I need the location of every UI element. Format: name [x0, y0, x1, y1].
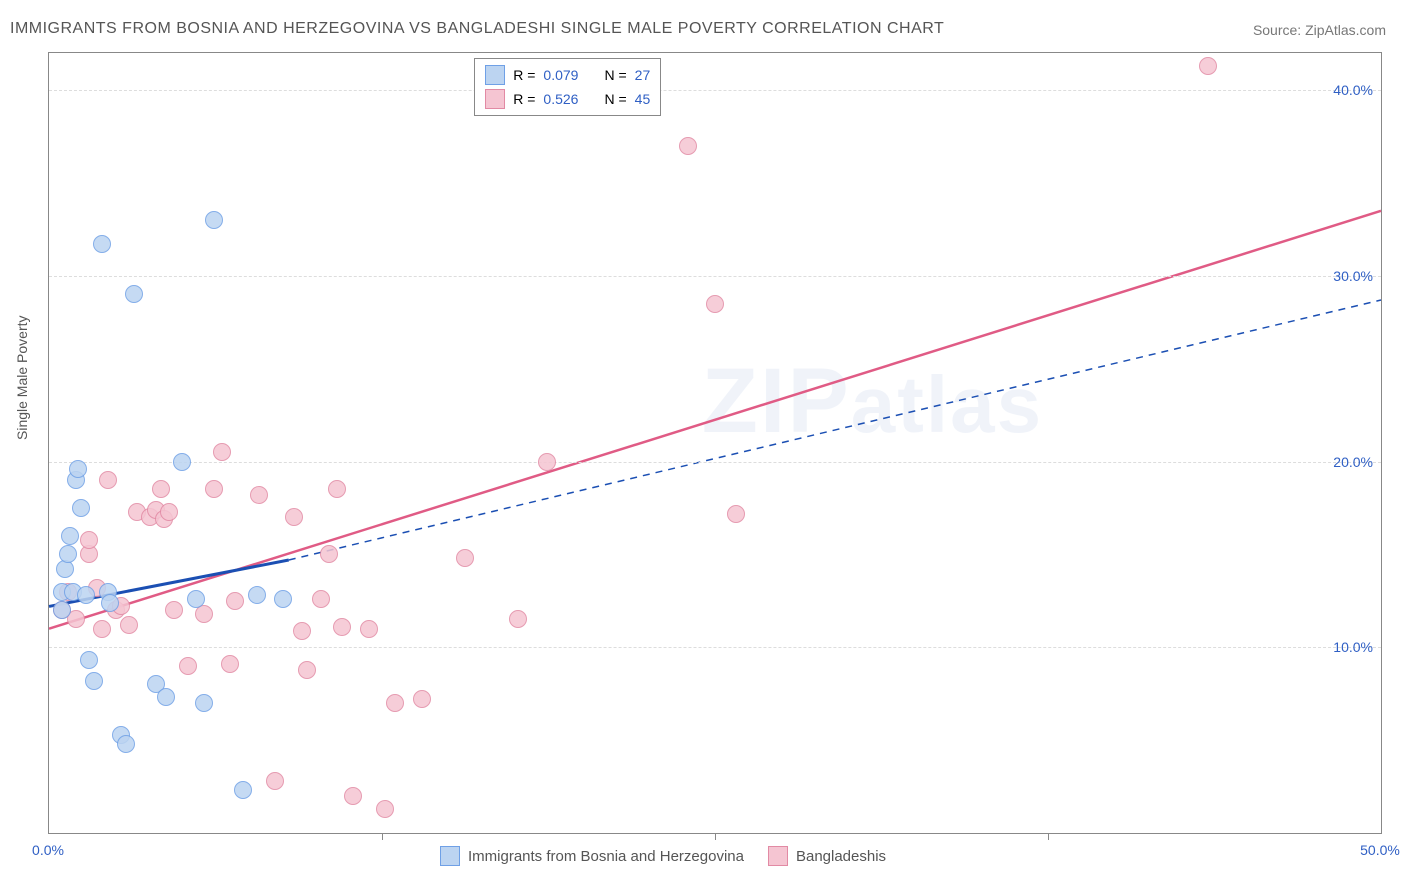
y-tick-label: 30.0% — [1333, 268, 1373, 284]
data-point — [333, 618, 351, 636]
plot-area: ZIPatlas 10.0%20.0%30.0%40.0% — [48, 52, 1382, 834]
trend-line — [49, 211, 1381, 629]
data-point — [101, 594, 119, 612]
data-point — [59, 545, 77, 563]
data-point — [248, 586, 266, 604]
data-point — [285, 508, 303, 526]
data-point — [221, 655, 239, 673]
data-point — [234, 781, 252, 799]
gridline — [49, 90, 1381, 91]
series-legend: Immigrants from Bosnia and Herzegovina B… — [440, 846, 886, 866]
data-point — [360, 620, 378, 638]
data-point — [344, 787, 362, 805]
y-tick-label: 40.0% — [1333, 82, 1373, 98]
data-point — [120, 616, 138, 634]
trend-line — [289, 300, 1381, 560]
x-minor-tick — [1048, 833, 1049, 840]
source-label: Source: ZipAtlas.com — [1253, 22, 1386, 38]
data-point — [195, 694, 213, 712]
data-point — [213, 443, 231, 461]
legend-item-b: Bangladeshis — [768, 846, 886, 866]
data-point — [61, 527, 79, 545]
data-point — [80, 531, 98, 549]
data-point — [93, 235, 111, 253]
data-point — [205, 211, 223, 229]
n-prefix: N = — [604, 91, 626, 107]
data-point — [274, 590, 292, 608]
gridline — [49, 647, 1381, 648]
data-point — [509, 610, 527, 628]
r-prefix: R = — [513, 67, 535, 83]
gridline — [49, 462, 1381, 463]
data-point — [226, 592, 244, 610]
series-b-swatch — [485, 89, 505, 109]
data-point — [298, 661, 316, 679]
y-tick-label: 20.0% — [1333, 454, 1373, 470]
data-point — [93, 620, 111, 638]
data-point — [386, 694, 404, 712]
data-point — [376, 800, 394, 818]
data-point — [293, 622, 311, 640]
data-point — [706, 295, 724, 313]
data-point — [320, 545, 338, 563]
series-b-swatch — [768, 846, 788, 866]
legend-item-a: Immigrants from Bosnia and Herzegovina — [440, 846, 744, 866]
series-a-swatch — [440, 846, 460, 866]
x-tick-label: 50.0% — [1360, 842, 1400, 858]
data-point — [69, 460, 87, 478]
data-point — [266, 772, 284, 790]
trend-lines-layer — [49, 53, 1381, 833]
data-point — [157, 688, 175, 706]
x-tick-label: 0.0% — [32, 842, 64, 858]
y-axis-label: Single Male Poverty — [14, 315, 30, 440]
data-point — [99, 471, 117, 489]
data-point — [77, 586, 95, 604]
data-point — [125, 285, 143, 303]
x-minor-tick — [715, 833, 716, 840]
data-point — [1199, 57, 1217, 75]
data-point — [456, 549, 474, 567]
data-point — [72, 499, 90, 517]
data-point — [165, 601, 183, 619]
data-point — [205, 480, 223, 498]
data-point — [85, 672, 103, 690]
stats-row-b: R = 0.526 N = 45 — [485, 87, 650, 111]
series-b-n-value: 45 — [635, 91, 651, 107]
x-minor-tick — [382, 833, 383, 840]
y-tick-label: 10.0% — [1333, 639, 1373, 655]
series-a-r-value: 0.079 — [543, 67, 578, 83]
chart-container: IMMIGRANTS FROM BOSNIA AND HERZEGOVINA V… — [0, 0, 1406, 892]
data-point — [179, 657, 197, 675]
data-point — [328, 480, 346, 498]
chart-title: IMMIGRANTS FROM BOSNIA AND HERZEGOVINA V… — [10, 20, 944, 38]
data-point — [80, 651, 98, 669]
data-point — [727, 505, 745, 523]
stats-legend: R = 0.079 N = 27 R = 0.526 N = 45 — [474, 58, 661, 116]
data-point — [187, 590, 205, 608]
data-point — [173, 453, 191, 471]
series-a-n-value: 27 — [635, 67, 651, 83]
series-a-name: Immigrants from Bosnia and Herzegovina — [468, 848, 744, 865]
series-b-name: Bangladeshis — [796, 848, 886, 865]
data-point — [538, 453, 556, 471]
series-b-r-value: 0.526 — [543, 91, 578, 107]
data-point — [160, 503, 178, 521]
r-prefix: R = — [513, 91, 535, 107]
gridline — [49, 276, 1381, 277]
data-point — [53, 601, 71, 619]
data-point — [679, 137, 697, 155]
n-prefix: N = — [604, 67, 626, 83]
series-a-swatch — [485, 65, 505, 85]
data-point — [312, 590, 330, 608]
data-point — [117, 735, 135, 753]
data-point — [413, 690, 431, 708]
data-point — [152, 480, 170, 498]
data-point — [250, 486, 268, 504]
stats-row-a: R = 0.079 N = 27 — [485, 63, 650, 87]
